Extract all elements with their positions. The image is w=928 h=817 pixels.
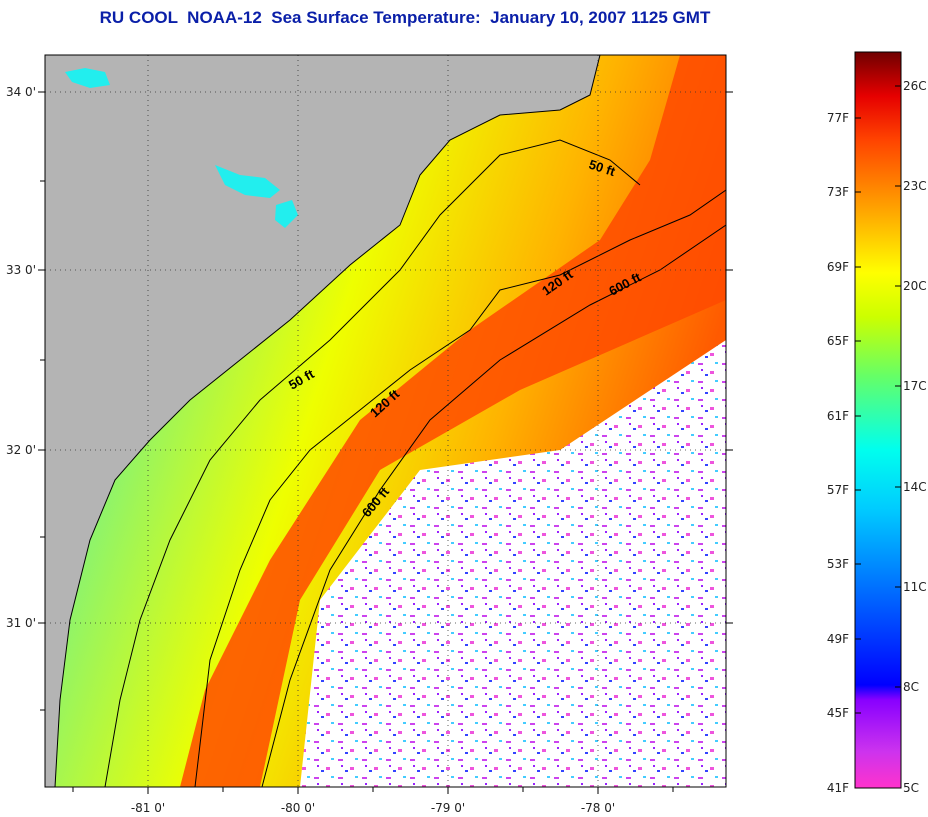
colorbar-c-label: 20C: [903, 279, 927, 293]
land-area: [45, 55, 600, 787]
map-title: RU COOL NOAA-12 Sea Surface Temperature:…: [99, 8, 711, 27]
colorbar: 77F 73F 69F 65F 61F 57F 53F 49F 45F 41F …: [827, 51, 927, 795]
lake-shape: [275, 200, 298, 228]
colorbar-f-label: 57F: [827, 483, 849, 497]
colorbar-f-label: 61F: [827, 409, 849, 423]
lon-label: -78 0': [581, 801, 615, 815]
warm-water-band: [180, 55, 726, 787]
colorbar-f-label: 53F: [827, 557, 849, 571]
lake-shape: [65, 68, 110, 88]
colorbar-f-label: 69F: [827, 260, 849, 274]
colorbar-f-label: 73F: [827, 185, 849, 199]
depth-contour-50ft: [104, 139, 641, 787]
colorbar-c-label: 8C: [903, 680, 919, 694]
colorbar-c-label: 5C: [903, 781, 919, 795]
graticule: [45, 55, 726, 787]
colorbar-f-label: 65F: [827, 334, 849, 348]
coastline: [54, 55, 601, 787]
axis-ticks: [38, 91, 733, 794]
colorbar-c-label: 14C: [903, 480, 927, 494]
colorbar-f-label: 45F: [827, 706, 849, 720]
lon-label: -80 0': [281, 801, 315, 815]
lon-label: -79 0': [431, 801, 465, 815]
lat-label: 31 0': [6, 616, 36, 630]
lat-label: 32 0': [6, 443, 36, 457]
depth-contour-120ft: [194, 189, 726, 787]
cloud-no-data-area: [300, 340, 726, 787]
lat-label: 33 0': [6, 263, 36, 277]
colorbar-f-label: 41F: [827, 781, 849, 795]
colorbar-c-label: 17C: [903, 379, 927, 393]
depth-contour-600ft: [261, 224, 726, 787]
lon-label: -81 0': [131, 801, 165, 815]
map-frame: [44, 54, 727, 788]
lake-shape: [215, 165, 280, 198]
colorbar-c-label: 26C: [903, 79, 927, 93]
lat-label: 34 0': [6, 85, 36, 99]
colorbar-f-label: 49F: [827, 632, 849, 646]
colorbar-c-label: 23C: [903, 179, 927, 193]
colorbar-gradient: [854, 51, 902, 789]
sst-map[interactable]: 50 ft 50 ft 120 ft 120 ft 600 ft 600 ft: [45, 55, 726, 787]
colorbar-f-label: 77F: [827, 111, 849, 125]
colorbar-c-label: 11C: [903, 580, 927, 594]
